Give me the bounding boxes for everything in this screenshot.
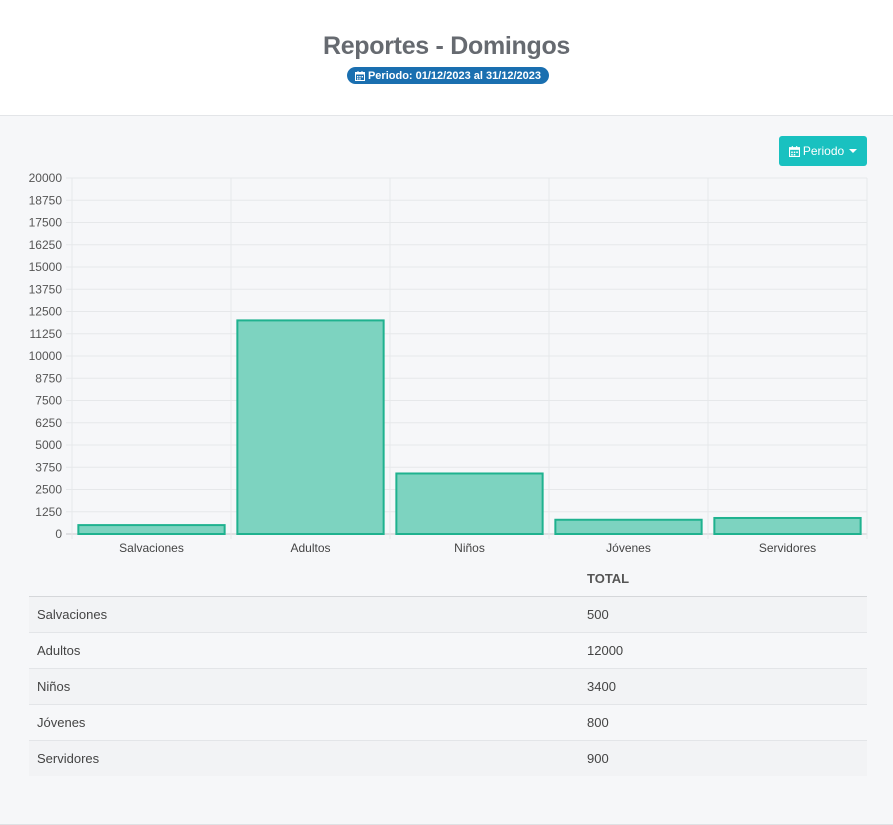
y-tick-label: 7500 — [35, 394, 62, 408]
y-tick-label: 10000 — [29, 349, 63, 363]
bar-2 — [395, 472, 544, 536]
y-tick-label: 20000 — [29, 171, 63, 185]
column-header-total: TOTAL — [579, 561, 867, 597]
bar-1 — [236, 319, 385, 535]
row-category: Salvaciones — [29, 596, 579, 633]
x-tick-label: Servidores — [759, 541, 816, 555]
row-total: 12000 — [579, 632, 867, 669]
page-title: Reportes - Domingos — [322, 32, 571, 60]
table-row: Salvaciones 500 — [29, 596, 867, 633]
period-badge: Periodo: 01/12/2023 al 31/12/2023 — [347, 67, 549, 84]
y-tick-label: 8750 — [35, 371, 62, 385]
y-tick-label: 2500 — [35, 483, 62, 497]
row-category: Niños — [29, 668, 579, 705]
x-tick-label: Jóvenes — [606, 541, 651, 555]
row-category: Jóvenes — [29, 704, 579, 741]
y-tick-label: 11250 — [30, 327, 63, 341]
y-tick-label: 5000 — [35, 438, 62, 452]
x-tick-label: Salvaciones — [119, 541, 184, 555]
row-total: 3400 — [579, 668, 867, 705]
row-category: Servidores — [29, 740, 579, 776]
y-tick-label: 1250 — [35, 505, 62, 519]
totals-table: TOTAL Salvaciones 500 Adultos 12000 Niño… — [29, 561, 867, 776]
y-tick-label: 3750 — [35, 460, 62, 474]
bar-4 — [713, 516, 862, 535]
caret-down-icon — [849, 149, 858, 153]
row-category: Adultos — [29, 632, 579, 669]
y-tick-label: 18750 — [29, 193, 63, 207]
calendar-icon — [788, 145, 800, 157]
row-total: 900 — [579, 740, 867, 776]
x-tick-label: Adultos — [290, 541, 330, 555]
period-button-label: Periodo — [802, 144, 845, 158]
column-header-category — [29, 561, 579, 597]
bar-3 — [554, 518, 703, 536]
table-row: Adultos 12000 — [29, 632, 867, 669]
report-header: Reportes - Domingos Periodo: 01/12/2023 … — [0, 0, 893, 116]
calendar-icon — [354, 70, 365, 81]
y-tick-label: 12500 — [29, 305, 63, 319]
y-tick-label: 6250 — [35, 416, 62, 430]
table-row: Servidores 900 — [29, 740, 867, 776]
y-tick-label: 16250 — [29, 238, 63, 252]
y-tick-label: 17500 — [29, 216, 63, 230]
period-dropdown-button[interactable]: Periodo — [779, 136, 867, 166]
y-tick-label: 0 — [55, 527, 62, 541]
table-row: Jóvenes 800 — [29, 704, 867, 741]
table-header-row: TOTAL — [29, 561, 867, 597]
row-total: 800 — [579, 704, 867, 741]
bar-chart: 0 1250 2500 3750 5000 6250 7500 8750 10000 11250 1… — [29, 171, 868, 555]
table-row: Niños 3400 — [29, 668, 867, 705]
y-tick-label: 15000 — [29, 260, 63, 274]
x-tick-label: Niños — [454, 541, 485, 555]
bar-0 — [77, 524, 226, 535]
period-badge-label: Periodo: 01/12/2023 al 31/12/2023 — [367, 69, 542, 82]
y-tick-label: 13750 — [29, 282, 63, 296]
row-total: 500 — [579, 596, 867, 633]
